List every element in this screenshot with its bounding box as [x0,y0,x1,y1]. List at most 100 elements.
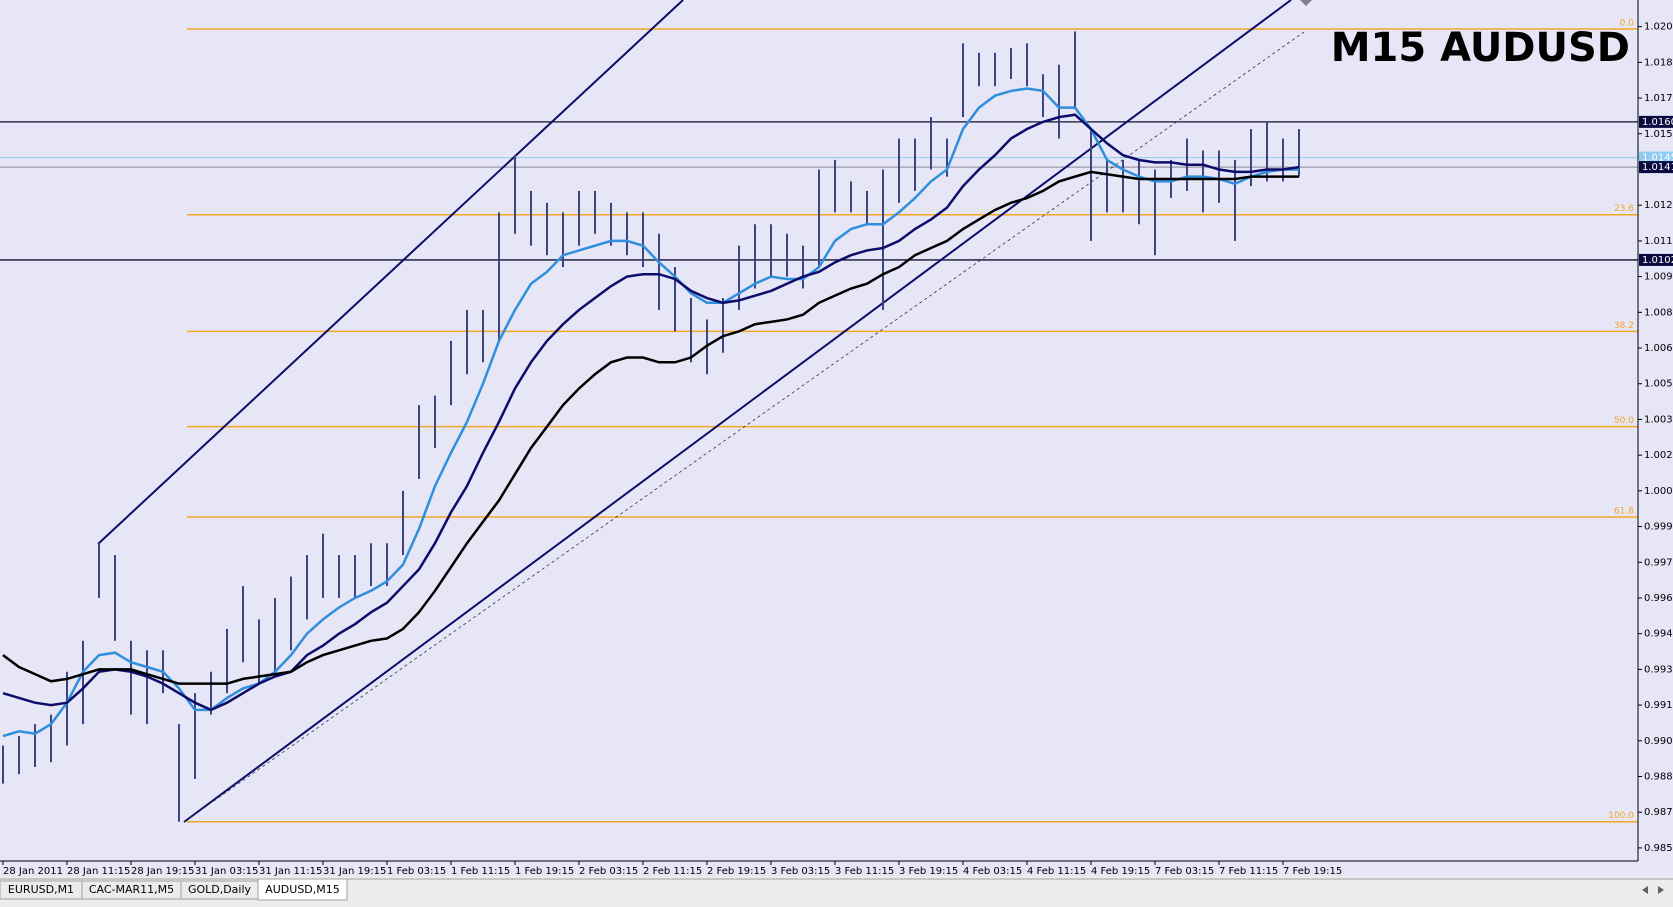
price-bar [18,736,20,775]
price-bar [1298,129,1300,177]
trendline-lower [183,0,1292,823]
price-bar [674,267,676,332]
x-tick-label: 7 Feb 19:15 [1283,866,1342,877]
price-bar [802,245,804,289]
price-bar [578,190,580,246]
x-tick-label: 4 Feb 19:15 [1091,866,1150,877]
price-bar [642,212,644,268]
price-bar [1042,74,1044,118]
price-bar [290,576,292,651]
x-tick-label: 28 Jan 19:15 [131,866,194,877]
price-bar [946,138,948,177]
tab-scroll-right[interactable] [1658,886,1664,894]
x-tick-label: 2 Feb 03:15 [579,866,638,877]
price-box [1639,161,1673,174]
tab-label[interactable]: CAC-MAR11,M5 [89,883,174,896]
price-bar [258,619,260,684]
y-tick-label: 0.9975 [1644,557,1673,568]
price-bar [1266,121,1268,182]
y-tick-label: 1.0125 [1644,200,1673,211]
price-bar [434,395,436,448]
price-bar [770,224,772,277]
tab-label[interactable]: GOLD,Daily [188,883,252,896]
price-bar [50,714,52,763]
price-bar [1250,129,1252,187]
x-tick-label: 1 Feb 03:15 [387,866,446,877]
x-tick-label: 2 Feb 11:15 [643,866,702,877]
price-box-label: 1.0145 [1642,153,1673,164]
price-bar [498,212,500,341]
price-bar [962,43,964,118]
trendline-dashed [183,31,1305,823]
price-bar [1202,150,1204,213]
price-bar [1058,64,1060,139]
price-bar [274,597,276,672]
moving-average [2,170,1299,685]
price-box [1639,151,1673,164]
price-bar [882,169,884,310]
y-tick-label: 1.0005 [1644,486,1673,497]
price-bar [386,543,388,587]
y-tick-label: 0.9990 [1644,522,1673,533]
price-bar [738,245,740,310]
tab-scroll-left[interactable] [1642,886,1648,894]
y-tick-label: 1.0095 [1644,272,1673,283]
price-bar [1106,159,1108,213]
fib-label: 50.0 [1614,416,1634,426]
x-tick-label: 2 Feb 19:15 [707,866,766,877]
price-box-label: 1.0160 [1642,117,1673,128]
chart-title: M15 AUDUSD [1331,25,1630,71]
price-bar [562,212,564,268]
price-bar [530,190,532,246]
price-bar [1010,48,1012,80]
price-bar [834,159,836,213]
price-bar [178,724,180,822]
price-bar [850,181,852,213]
price-bar [418,405,420,479]
x-tick-label: 7 Feb 03:15 [1155,866,1214,877]
tab[interactable] [257,878,348,901]
price-bar [1282,138,1284,182]
x-tick-label: 31 Jan 19:15 [323,866,386,877]
x-tick-label: 3 Feb 19:15 [899,866,958,877]
y-tick-label: 1.0110 [1644,236,1673,247]
price-bar [82,640,84,725]
price-bar [130,640,132,715]
price-bar [2,745,4,784]
channel-upper [97,0,684,545]
tab-label[interactable]: AUDUSD,M15 [265,883,340,896]
price-bar [226,628,228,694]
y-tick-label: 0.9885 [1644,771,1673,782]
price-bar [1026,43,1028,87]
y-tick-label: 1.0035 [1644,414,1673,425]
fib-label: 0.0 [1620,19,1635,29]
price-bar [482,309,484,363]
price-bar [210,671,212,715]
x-tick-label: 4 Feb 03:15 [963,866,1022,877]
price-bar [66,671,68,746]
tab-label[interactable]: EURUSD,M1 [8,883,74,896]
y-tick-label: 1.0020 [1644,450,1673,461]
marker [1300,0,1312,6]
price-bar [866,190,868,225]
chart-background [0,0,1673,876]
price-bar [658,233,660,310]
fib-label: 61.8 [1614,507,1634,517]
x-tick-label: 1 Feb 19:15 [515,866,574,877]
x-tick-label: 4 Feb 11:15 [1027,866,1086,877]
price-bar [754,224,756,289]
price-bar [242,586,244,663]
price-bar [322,533,324,598]
price-bar [1218,150,1220,203]
price-bar [194,693,196,779]
y-tick-label: 1.0065 [1644,343,1673,354]
price-bar [978,52,980,87]
price-bar [338,555,340,598]
price-bar [1234,159,1236,241]
